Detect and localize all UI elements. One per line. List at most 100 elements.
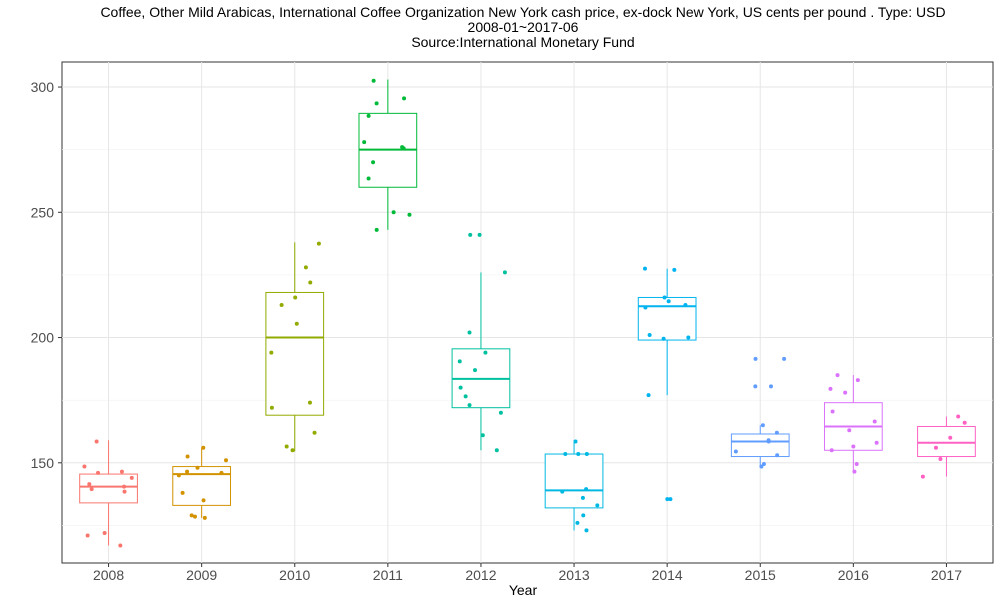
chart-title-line-2: 2008-01~2017-06 (468, 19, 579, 35)
data-point (584, 452, 589, 457)
data-point (502, 270, 507, 275)
data-point (774, 430, 779, 435)
data-point (122, 484, 127, 489)
data-point (733, 449, 738, 454)
x-tick-label: 2017 (931, 567, 962, 583)
data-point (661, 336, 666, 341)
data-point (102, 530, 107, 535)
data-point (467, 330, 472, 335)
data-point (753, 356, 758, 361)
x-tick-label: 2015 (745, 567, 776, 583)
data-point (647, 333, 652, 338)
data-point (269, 350, 274, 355)
box-iqr (730, 433, 790, 458)
data-point (854, 462, 859, 467)
box-iqr (637, 296, 697, 341)
data-point (195, 465, 200, 470)
data-point (312, 430, 317, 435)
data-point (852, 469, 857, 474)
x-axis-title: Year (509, 582, 538, 598)
box-group-2012 (451, 232, 511, 453)
data-point (391, 210, 396, 215)
axes: 150 200 250 300 2008 2009 2010 2011 2012 2013 2014… (31, 79, 963, 583)
x-tick-label: 2012 (465, 567, 496, 583)
data-point (122, 489, 127, 494)
data-point (760, 423, 765, 428)
y-tick-label: 200 (31, 330, 55, 346)
data-point (829, 448, 834, 453)
box-group-2009 (172, 445, 232, 520)
data-point (683, 302, 688, 307)
y-tick-label: 300 (31, 79, 55, 95)
data-point (366, 113, 371, 118)
data-point (96, 470, 101, 475)
chart-title-line-3: Source:International Monetary Fund (411, 34, 634, 50)
box-iqr (79, 473, 138, 504)
data-point (666, 299, 671, 304)
box-group-2011 (358, 78, 418, 232)
data-point (180, 490, 185, 495)
data-point (956, 414, 961, 419)
box-group-2016 (823, 373, 883, 474)
x-tick-label: 2016 (838, 567, 869, 583)
data-point (219, 470, 224, 475)
data-point (686, 335, 691, 340)
data-point (467, 403, 472, 408)
data-point (192, 514, 197, 519)
x-tick-label: 2008 (93, 567, 124, 583)
box-iqr (265, 291, 325, 416)
data-point (374, 227, 379, 232)
data-point (118, 543, 123, 548)
data-point (303, 265, 308, 270)
data-point (573, 439, 578, 444)
data-point (581, 513, 586, 518)
data-point (643, 305, 648, 310)
data-point (119, 469, 124, 474)
data-point (753, 384, 758, 389)
data-point (480, 433, 485, 438)
data-point (82, 464, 87, 469)
data-point (202, 515, 207, 520)
data-point (189, 513, 194, 518)
data-point (851, 444, 856, 449)
data-point (279, 302, 284, 307)
data-point (402, 96, 407, 101)
data-point (830, 409, 835, 414)
data-point (672, 267, 677, 272)
data-point (498, 410, 503, 415)
data-point (87, 482, 92, 487)
data-point (847, 428, 852, 433)
data-point (293, 295, 298, 300)
data-point (371, 78, 376, 83)
data-point (176, 473, 181, 478)
data-point (269, 405, 274, 410)
data-point (94, 439, 99, 444)
data-point (761, 462, 766, 467)
box-group-2013 (544, 439, 604, 533)
data-point (463, 394, 468, 399)
data-point (775, 453, 780, 458)
data-point (872, 419, 877, 424)
x-tick-label: 2013 (558, 567, 589, 583)
data-point (483, 350, 488, 355)
data-point (642, 266, 647, 271)
data-point (85, 533, 90, 538)
data-point (366, 176, 371, 181)
y-tick-label: 150 (31, 455, 55, 471)
data-point (759, 464, 764, 469)
data-point (371, 160, 376, 165)
y-tick-label: 250 (31, 204, 55, 220)
data-point (307, 400, 312, 405)
data-point (575, 520, 580, 525)
data-point (457, 359, 462, 364)
data-point (835, 373, 840, 378)
data-point (662, 295, 667, 300)
data-point (948, 435, 953, 440)
data-point (185, 454, 190, 459)
x-tick-label: 2010 (279, 567, 310, 583)
data-point (473, 368, 478, 373)
data-point (201, 498, 206, 503)
data-point (477, 232, 482, 237)
data-point (580, 495, 585, 500)
